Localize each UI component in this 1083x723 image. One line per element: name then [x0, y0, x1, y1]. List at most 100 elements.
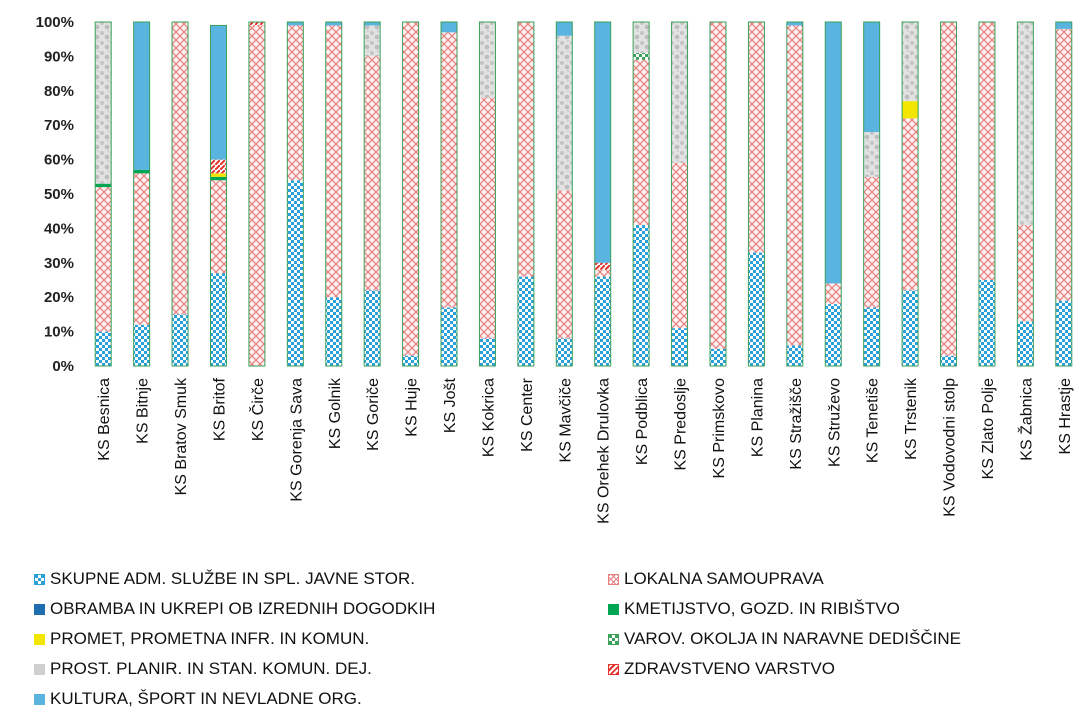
bar-stack	[209, 24, 227, 367]
x-tick-label: KS Hrastje	[1057, 378, 1074, 455]
bar-outline	[747, 21, 765, 367]
bar-segment	[978, 22, 995, 280]
bar-segment	[1055, 22, 1072, 29]
bar-outline	[863, 21, 881, 367]
bar-segment	[671, 163, 688, 329]
bar-stack	[747, 21, 765, 367]
y-tick-label: 10%	[44, 324, 74, 341]
x-tick-label: KS Jošt	[442, 377, 459, 433]
x-axis: KS Besnica KS Bitnje KS Bratov Smuk KS Brit…	[96, 377, 1074, 524]
bar-segment	[287, 25, 304, 181]
bar-outline	[171, 21, 189, 367]
bar-stack	[440, 21, 458, 367]
bar-segment	[825, 304, 842, 366]
bar-segment	[633, 59, 650, 225]
legend-label: SKUPNE ADM. SLUŽBE IN SPL. JAVNE STOR.	[50, 569, 415, 588]
legend-item: LOKALNA SAMOUPRAVA	[608, 569, 824, 589]
bar-segment	[748, 252, 765, 366]
bar-segment	[172, 22, 189, 315]
bar-outline	[440, 21, 458, 367]
x-tick-label: KS Center	[519, 377, 536, 451]
legend-label: ZDRAVSTVENO VARSTVO	[624, 659, 835, 678]
bar-segment	[287, 22, 304, 26]
bar-segment	[940, 355, 957, 366]
bar-segment	[95, 187, 112, 332]
bar-stack	[632, 21, 650, 367]
legend-label: KMETIJSTVO, GOZD. IN RIBIŠTVO	[624, 599, 900, 618]
bar-segment	[325, 25, 342, 298]
bar-segment	[556, 190, 573, 339]
legend-swatch	[34, 573, 45, 585]
bar-stack	[786, 21, 804, 367]
x-tick-label: KS Britof	[211, 377, 228, 441]
bar-stack	[1055, 21, 1073, 367]
legend-swatch	[608, 603, 619, 615]
legend-item: KMETIJSTVO, GOZD. IN RIBIŠTVO	[608, 599, 900, 619]
bar-outline	[824, 21, 842, 367]
bar-segment	[594, 262, 611, 270]
bar-stack	[286, 21, 304, 367]
bar-segment	[863, 176, 880, 308]
bar-segment	[441, 307, 458, 366]
bar-segment	[1017, 321, 1034, 366]
bar-segment	[402, 355, 419, 366]
bar-stack	[478, 21, 496, 367]
bar-stack	[133, 21, 151, 367]
legend-item: ZDRAVSTVENO VARSTVO	[608, 659, 835, 679]
bar-stack	[671, 21, 689, 367]
bar-stack	[363, 21, 381, 367]
legend-swatch	[34, 663, 45, 675]
y-tick-label: 30%	[44, 255, 74, 272]
bar-segment	[825, 283, 842, 305]
bar-segment	[594, 22, 611, 263]
legend-item: PROST. PLANIR. IN STAN. KOMUN. DEJ.	[34, 659, 372, 679]
bar-segment	[248, 25, 265, 366]
legend-label: KULTURA, ŠPORT IN NEVLADNE ORG.	[50, 689, 362, 708]
bar-segment	[1017, 224, 1034, 322]
legend-item: PROMET, PROMETNA INFR. IN KOMUN.	[34, 629, 369, 649]
bar-outline	[594, 21, 612, 367]
bar-outline	[133, 21, 151, 367]
bar-stack	[402, 21, 420, 367]
bar-segment	[364, 290, 381, 366]
bar-segment	[287, 180, 304, 366]
x-tick-label: KS Orehek Drulovka	[596, 378, 613, 524]
bar-segment	[364, 25, 381, 57]
bar-segment	[210, 25, 227, 160]
bar-outline	[478, 21, 496, 367]
legend-item: VAROV. OKOLJA IN NARAVNE DEDIŠČINE	[608, 629, 961, 649]
legend-swatch	[34, 633, 45, 645]
x-tick-label: KS Bitnje	[135, 378, 152, 444]
bar-stack	[1016, 21, 1034, 367]
bar-segment	[1055, 28, 1072, 301]
bar-segment	[133, 169, 150, 174]
bar-segment	[633, 224, 650, 366]
bar-segment	[671, 328, 688, 366]
x-tick-label: KS Primskovo	[711, 378, 728, 479]
bar-segment	[95, 331, 112, 366]
bar-segment	[786, 345, 803, 366]
bar-segment	[1017, 22, 1034, 225]
bar-segment	[748, 22, 765, 253]
bar-outline	[978, 21, 996, 367]
legend-label: PROST. PLANIR. IN STAN. KOMUN. DEJ.	[50, 659, 372, 678]
bar-segment	[786, 25, 803, 346]
bar-segment	[902, 290, 919, 366]
bar-segment	[441, 32, 458, 308]
bar-segment	[556, 35, 573, 191]
bar-outline	[363, 21, 381, 367]
bar-segment	[633, 22, 650, 53]
x-tick-label: KS Gorenja Sava	[288, 378, 305, 502]
bar-segment	[479, 22, 496, 98]
bar-segment	[479, 97, 496, 339]
bar-segment	[671, 22, 688, 164]
bar-segment	[325, 22, 342, 26]
legend-swatch	[608, 573, 619, 585]
y-tick-label: 90%	[44, 48, 74, 65]
bar-segment	[210, 180, 227, 274]
bar-outline	[555, 21, 573, 367]
bar-segment	[210, 273, 227, 366]
bar-segment	[825, 22, 842, 284]
legend-item: OBRAMBA IN UKREPI OB IZREDNIH DOGODKIH	[34, 599, 435, 619]
